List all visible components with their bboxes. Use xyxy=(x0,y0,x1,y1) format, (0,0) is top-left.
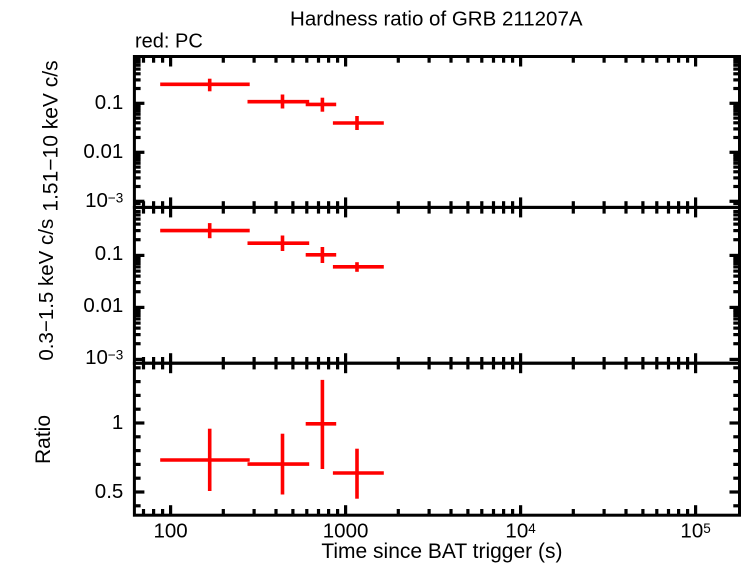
svg-text:105: 105 xyxy=(680,520,710,543)
svg-text:0.3−1.5 keV c/s: 0.3−1.5 keV c/s xyxy=(35,219,58,361)
svg-text:Hardness ratio of GRB 211207A: Hardness ratio of GRB 211207A xyxy=(290,7,583,30)
svg-text:1: 1 xyxy=(112,411,123,434)
svg-text:0.1: 0.1 xyxy=(95,91,124,114)
svg-text:Ratio: Ratio xyxy=(32,415,55,464)
svg-text:0.01: 0.01 xyxy=(83,140,123,163)
svg-text:100: 100 xyxy=(153,520,187,543)
svg-text:Time since BAT trigger (s): Time since BAT trigger (s) xyxy=(321,540,562,563)
svg-text:0.1: 0.1 xyxy=(95,242,124,265)
svg-text:1000: 1000 xyxy=(323,520,369,543)
svg-text:red: PC: red: PC xyxy=(135,31,203,53)
svg-text:0.5: 0.5 xyxy=(95,480,124,503)
svg-text:0.01: 0.01 xyxy=(83,294,123,317)
svg-text:1.51−10 keV c/s: 1.51−10 keV c/s xyxy=(40,60,63,211)
